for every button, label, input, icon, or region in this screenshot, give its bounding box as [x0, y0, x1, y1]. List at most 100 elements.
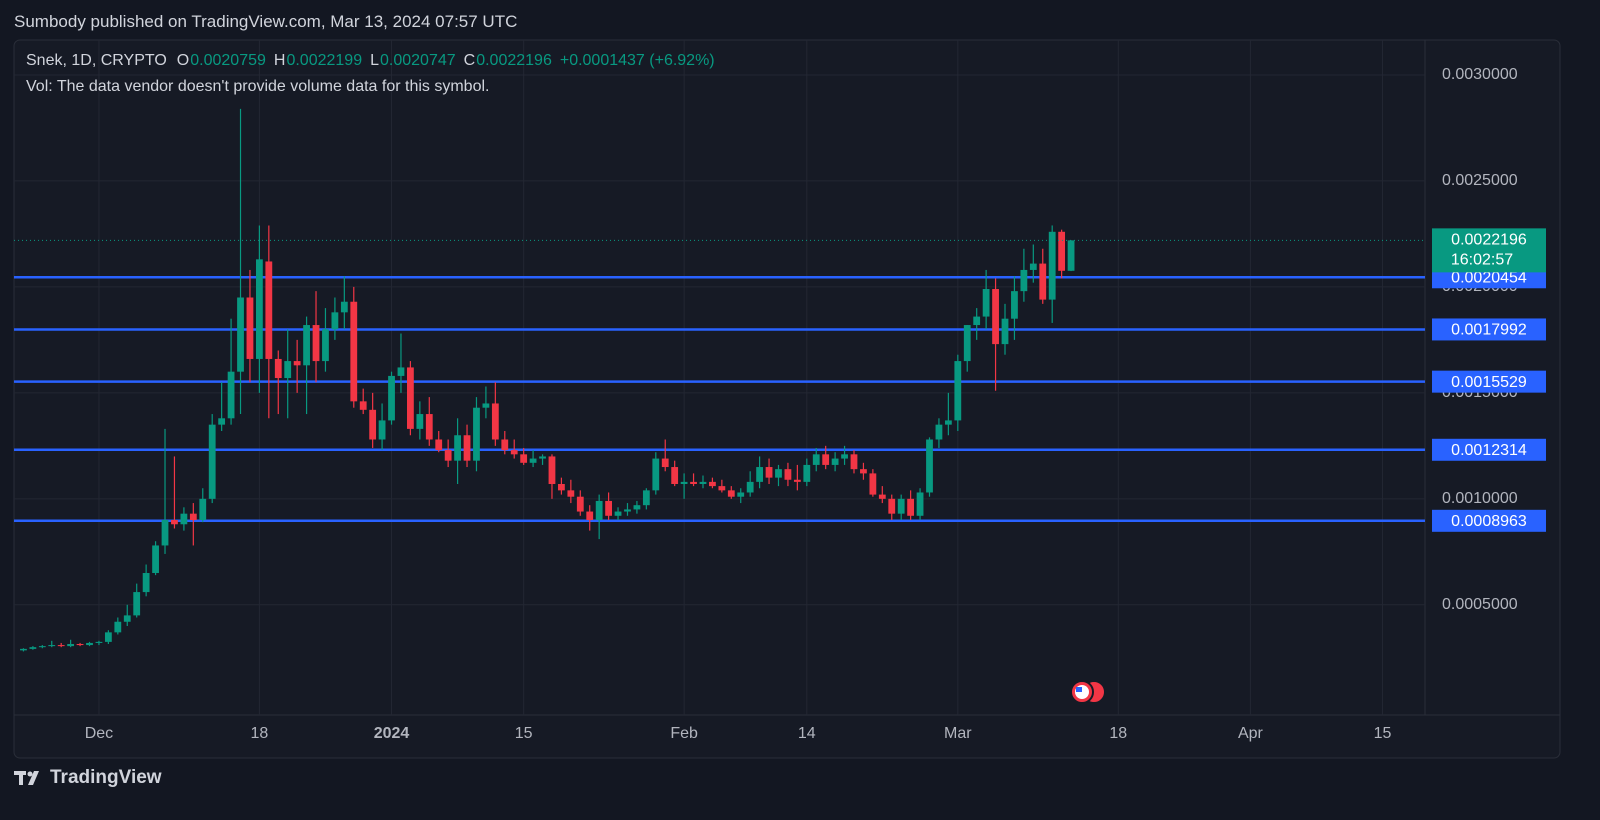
candle-body: [104, 632, 112, 642]
countdown: 16:02:57: [1451, 252, 1513, 269]
candle-body: [331, 312, 339, 330]
publish-header: Sumbody published on TradingView.com, Ma…: [14, 12, 518, 31]
chart-panel: [13, 39, 1561, 759]
candle-body: [369, 409, 377, 440]
legend-key: O: [176, 52, 190, 69]
candle-body: [860, 469, 867, 474]
legend-low: 0.0020747: [380, 52, 456, 69]
candle-body: [1020, 269, 1028, 292]
candle-body: [491, 403, 499, 440]
candle-body: [501, 439, 509, 451]
candle-body: [237, 297, 244, 372]
candle-body: [1039, 263, 1047, 300]
volume-note: Vol: The data vendor doesn't provide vol…: [26, 78, 490, 95]
candle-body: [38, 646, 46, 648]
x-tick-label: 15: [1374, 725, 1392, 742]
legend-close: 0.0022196: [476, 52, 552, 69]
candle-body: [510, 450, 518, 455]
y-tick-label: 0.0025000: [1442, 172, 1518, 189]
candle-body: [784, 469, 792, 480]
candle-body: [539, 456, 546, 459]
candle-body: [284, 361, 292, 379]
x-tick-label: 18: [1109, 725, 1127, 742]
candle-body: [746, 481, 754, 493]
candle-body: [76, 644, 84, 646]
candle-body: [246, 297, 254, 359]
event-flags[interactable]: [1070, 680, 1106, 704]
symbol[interactable]: Snek, 1D, CRYPTO: [26, 52, 167, 69]
candle-body: [171, 520, 178, 525]
candle-body: [1029, 263, 1037, 270]
last-price-label: 0.0022196: [1451, 232, 1527, 249]
candle-body: [227, 371, 235, 419]
candle-body: [425, 414, 433, 440]
candle-body: [907, 498, 915, 516]
candle-body: [878, 494, 886, 499]
candle-body: [265, 261, 273, 359]
candle-body: [926, 439, 933, 493]
candle-body: [812, 454, 820, 465]
legend-change: +0.0001437 (+6.92%): [559, 52, 715, 69]
level-label: 0.0017992: [1451, 322, 1527, 339]
candle-body: [1058, 231, 1066, 271]
brand-name: TradingView: [50, 767, 162, 788]
candle-body: [548, 456, 556, 484]
candle-body: [189, 513, 197, 521]
candle-body: [822, 454, 830, 465]
level-label-bg: [1432, 438, 1546, 461]
candle-body: [803, 464, 811, 482]
candle-body: [793, 479, 801, 482]
legend-key: H: [273, 52, 286, 69]
candle-body: [473, 407, 480, 461]
x-tick-label: 18: [250, 725, 268, 742]
candle-body: [435, 439, 443, 451]
candle-body: [463, 435, 471, 461]
x-tick-label: Mar: [944, 725, 972, 742]
candle-body: [482, 403, 490, 408]
legend-open: 0.0020759: [190, 52, 266, 69]
candle-body: [520, 454, 528, 463]
y-tick-label: 0.0030000: [1442, 66, 1518, 83]
candle-body: [133, 592, 141, 616]
candle-body: [218, 418, 226, 425]
candle-body: [765, 467, 773, 478]
candle-body: [152, 545, 159, 574]
candle-body: [642, 490, 650, 506]
x-tick-label: Dec: [85, 725, 113, 742]
candle-body: [312, 325, 320, 362]
level-label: 0.0008963: [1451, 513, 1527, 530]
candle-body: [869, 473, 877, 495]
footer-brand: TradingView: [14, 767, 162, 789]
candle-body: [303, 325, 310, 366]
candle-body: [633, 505, 641, 510]
candle-body: [1011, 291, 1018, 319]
candle-body: [737, 492, 745, 497]
candle-body: [699, 481, 707, 484]
candle-body: [661, 458, 669, 468]
candle-body: [67, 644, 75, 647]
y-tick-label: 0.0010000: [1442, 490, 1518, 507]
level-label: 0.0012314: [1451, 442, 1527, 459]
candle-body: [775, 469, 782, 478]
candle-body: [652, 458, 660, 491]
candle-body: [161, 520, 169, 546]
candle-body: [709, 481, 716, 487]
x-tick-label: Apr: [1238, 725, 1264, 742]
candle-body: [841, 454, 848, 459]
candle-body: [954, 361, 962, 421]
candle-body: [1048, 231, 1056, 300]
level-label: 0.0020454: [1451, 269, 1527, 286]
candle-body: [944, 420, 952, 425]
last-price-bg: [1432, 228, 1546, 273]
candle-body: [95, 641, 103, 643]
candle-body: [690, 481, 697, 484]
candle-body: [86, 642, 93, 646]
candles: [20, 108, 1075, 652]
candle-body: [850, 454, 858, 470]
candle-body: [388, 375, 395, 421]
candle-body: [416, 414, 424, 429]
candle-body: [595, 500, 603, 521]
candle-body: [671, 467, 679, 484]
candle-body: [444, 450, 452, 461]
candle-body: [29, 647, 37, 649]
